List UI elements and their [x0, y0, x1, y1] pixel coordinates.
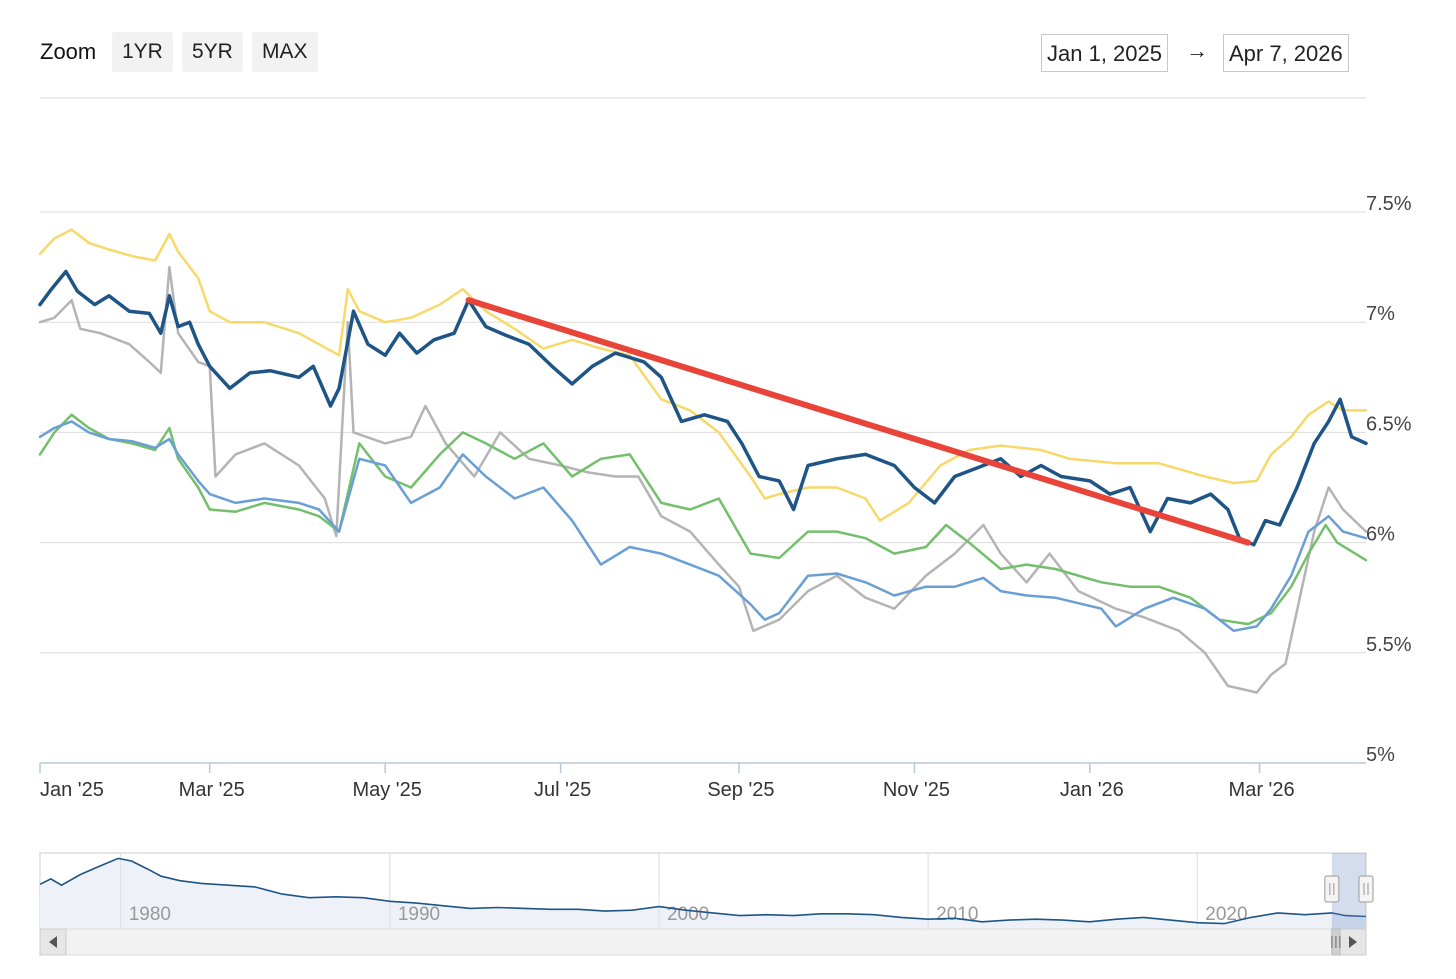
scrollbar-track[interactable] [39, 928, 1367, 956]
navigator-line [39, 857, 1367, 925]
series-line-gray [38, 265, 1368, 694]
trend-annotation-line [465, 297, 1252, 546]
navigator-tick-label: 2020 [1205, 904, 1247, 925]
navigator-tick-label: 1990 [398, 904, 440, 925]
date-range-arrow: → [1186, 38, 1208, 63]
navigator-tick-label: 1980 [129, 904, 171, 925]
y-axis: 7.5% 7% 6.5% 6% 5.5% 5% [1366, 193, 1412, 766]
grid [40, 211, 1366, 654]
zoom-1yr-button[interactable]: 1YR [112, 32, 173, 72]
series-line-green [38, 413, 1368, 626]
navigator-tick-label: 2010 [936, 904, 978, 925]
x-tick-label: Mar '26 [1229, 779, 1295, 801]
x-tick-label: Nov '25 [883, 779, 950, 801]
y-tick-label: 7% [1366, 303, 1395, 325]
date-to-input[interactable]: Apr 7, 2026 [1223, 34, 1349, 72]
y-tick-label: 7.5% [1366, 193, 1412, 215]
zoom-5yr-button[interactable]: 5YR [182, 32, 243, 72]
navigator-tick-label: 2000 [667, 904, 709, 925]
x-tick-label: Jan '25 [40, 779, 104, 801]
annotation-group [465, 297, 1252, 546]
x-tick-label: Sep '25 [707, 779, 774, 801]
x-tick-label: Jan '26 [1060, 779, 1124, 801]
y-tick-label: 6.5% [1366, 413, 1412, 435]
series-line-dark-blue [38, 269, 1368, 547]
series-line-yellow [38, 228, 1368, 522]
y-tick-label: 5.5% [1366, 634, 1412, 656]
series-line-light-blue [38, 420, 1368, 633]
navigator-handle-left[interactable] [1324, 875, 1340, 903]
x-tick-label: Jul '25 [534, 779, 591, 801]
y-tick-label: 5% [1366, 744, 1395, 766]
navigator-area [40, 858, 1366, 929]
navigator[interactable]: 1980 1990 2000 2010 2020 [39, 852, 1374, 930]
scrollbar[interactable] [39, 928, 1367, 956]
scroll-left-icon [49, 936, 57, 948]
y-tick-label: 6% [1366, 524, 1395, 546]
zoom-max-button[interactable]: MAX [252, 32, 318, 72]
series-group [38, 228, 1368, 694]
x-axis: Jan '25 Mar '25 May '25 Jul '25 Sep '25 Nov '… [39, 762, 1366, 801]
date-from-input[interactable]: Jan 1, 2025 [1041, 34, 1168, 72]
x-tick-label: May '25 [352, 779, 421, 801]
navigator-handle-right[interactable] [1358, 875, 1374, 903]
scroll-right-icon [1349, 936, 1357, 948]
zoom-label: Zoom [40, 39, 97, 64]
x-tick-label: Mar '25 [179, 779, 245, 801]
